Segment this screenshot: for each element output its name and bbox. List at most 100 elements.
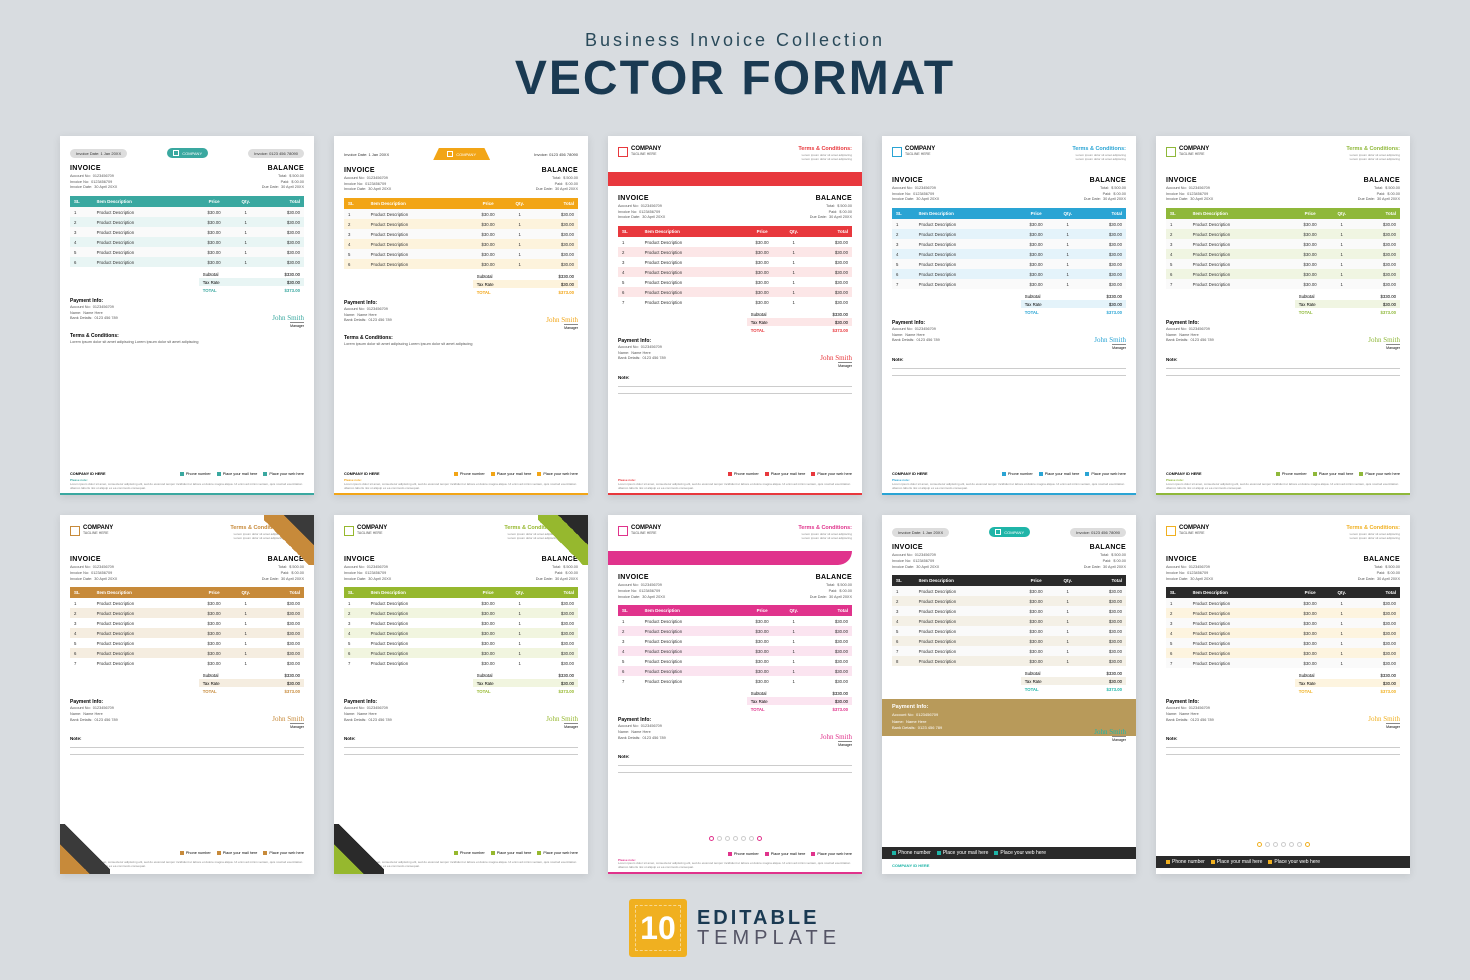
table-header: SLItem DescriptionPriceQty.Total bbox=[1166, 208, 1400, 219]
invoice-info: INVOICE Account No: 0123456709Invoice No… bbox=[892, 177, 939, 203]
balance-info: BALANCE Total: $ 500.00Paid: $ 00.00Due … bbox=[262, 165, 304, 191]
invoice-info: INVOICE Account No: 0123456709Invoice No… bbox=[892, 544, 939, 570]
invoice-card-c5: COMPANYTAGLINE HERE Terms & Conditions:L… bbox=[1156, 136, 1410, 495]
table-row: 3Product Description$30.001$30.00 bbox=[1166, 618, 1400, 628]
table-header: SLItem DescriptionPriceQty.Total bbox=[344, 587, 578, 598]
table-row: 1Product Description$30.001$30.00 bbox=[70, 207, 304, 217]
footer-chips: COMPANY ID HERE Phone number Place your … bbox=[344, 472, 578, 476]
balance-info: BALANCE Total: $ 500.00Paid: $ 00.00Due … bbox=[536, 167, 578, 193]
notes: Note: bbox=[618, 375, 852, 394]
balance-info: BALANCE Total: $ 500.00Paid: $ 00.00Due … bbox=[1084, 544, 1126, 570]
table-row: 2Product Description$30.001$30.00 bbox=[70, 217, 304, 227]
signature: John Smith Manager bbox=[618, 354, 852, 369]
footer-chips: Phone number Place your mail here Place … bbox=[618, 472, 852, 476]
table-row: 8Product Description$30.001$30.00 bbox=[892, 656, 1126, 666]
table-row: 6Product Description$30.001$30.00 bbox=[1166, 269, 1400, 279]
invoice-card-c2: Invoice Date: 1 Jan 20XX COMPANY Invoice… bbox=[334, 136, 588, 495]
table-header: SLItem DescriptionPriceQty.Total bbox=[344, 198, 578, 209]
terms-bottom: Terms & Conditions:Lorem ipsum dolor sit… bbox=[344, 335, 578, 348]
table-row: 2Product Description$30.001$30.00 bbox=[618, 247, 852, 257]
totals: Subtotal$330.00 Tax Rate$30.00 TOTAL$373… bbox=[1295, 292, 1400, 316]
table-row: 4Product Description$30.001$30.00 bbox=[344, 628, 578, 638]
table-row: 5Product Description$30.001$30.00 bbox=[892, 259, 1126, 269]
table-row: 7Product Description$30.001$30.00 bbox=[70, 658, 304, 668]
table-row: 4Product Description$30.001$30.00 bbox=[618, 267, 852, 277]
table-row: 6Product Description$30.001$30.00 bbox=[618, 287, 852, 297]
table-row: 3Product Description$30.001$30.00 bbox=[70, 227, 304, 237]
template-grid: Invoice Date: 1 Jan 20XX COMPANY Invoice… bbox=[0, 136, 1470, 874]
table-row: 6Product Description$30.001$30.00 bbox=[70, 648, 304, 658]
table-row: 5Product Description$30.001$30.00 bbox=[344, 638, 578, 648]
footer-chips: COMPANY ID HERE Phone number Place your … bbox=[70, 472, 304, 476]
table-header: SLItem DescriptionPriceQty.Total bbox=[1166, 587, 1400, 598]
logo: COMPANYTAGLINE HERE bbox=[892, 146, 935, 157]
table-row: 1Product Description$30.001$30.00 bbox=[344, 209, 578, 219]
table-row: 7Product Description$30.001$30.00 bbox=[1166, 279, 1400, 289]
footer-bar: Phone number Place your mail here Place … bbox=[1156, 856, 1410, 868]
table-row: 4Product Description$30.001$30.00 bbox=[1166, 628, 1400, 638]
table-row: 2Product Description$30.001$30.00 bbox=[618, 626, 852, 636]
table-row: 6Product Description$30.001$30.00 bbox=[344, 648, 578, 658]
table-row: 3Product Description$30.001$30.00 bbox=[1166, 239, 1400, 249]
page-header: Business Invoice Collection VECTOR FORMA… bbox=[0, 30, 1470, 106]
badge-line2: TEMPLATE bbox=[697, 928, 841, 948]
table-row: 5Product Description$30.001$30.00 bbox=[618, 656, 852, 666]
info-row: INVOICE Account No: 0123456709Invoice No… bbox=[70, 165, 304, 191]
notes: Note: bbox=[344, 736, 578, 755]
balance-info: BALANCE Total: $ 500.00Paid: $ 00.00Due … bbox=[1358, 556, 1400, 582]
totals: Subtotal$330.00 Tax Rate$30.00 TOTAL$373… bbox=[1295, 671, 1400, 695]
footer-lorem: Please note:Lorem ipsum dolor sit amet, … bbox=[618, 859, 852, 870]
totals: Subtotal$330.00 Tax Rate$30.00 TOTAL$373… bbox=[747, 689, 852, 713]
invoice-info: INVOICE Account No: 0123456709Invoice No… bbox=[344, 167, 391, 193]
invoice-card-c4: COMPANYTAGLINE HERE Terms & Conditions:L… bbox=[882, 136, 1136, 495]
table-row: 7Product Description$30.001$30.00 bbox=[892, 646, 1126, 656]
table-row: 7Product Description$30.001$30.00 bbox=[344, 658, 578, 668]
footer-lorem: Please note:Lorem ipsum dolor sit amet, … bbox=[344, 479, 578, 490]
terms-header: Terms & Conditions:Lorem ipsum dolor sit… bbox=[1346, 146, 1400, 162]
info-row: INVOICE Account No: 0123456709Invoice No… bbox=[892, 544, 1126, 570]
table-row: 3Product Description$30.001$30.00 bbox=[892, 239, 1126, 249]
totals: Subtotal$330.00 Tax Rate$30.00 TOTAL$373… bbox=[199, 671, 304, 695]
table-row: 6Product Description$30.001$30.00 bbox=[70, 257, 304, 267]
deco-circles bbox=[618, 836, 852, 841]
invoice-card-c7: COMPANYTAGLINE HERE Terms & Conditions:L… bbox=[334, 515, 588, 874]
table-row: 5Product Description$30.001$30.00 bbox=[1166, 259, 1400, 269]
balance-info: BALANCE Total: $ 500.00Paid: $ 00.00Due … bbox=[1084, 177, 1126, 203]
table-header: SLItem DescriptionPriceQty.Total bbox=[892, 575, 1126, 586]
footer-lorem: Please note:Lorem ipsum dolor sit amet, … bbox=[892, 479, 1126, 490]
deco-circles bbox=[1166, 842, 1400, 847]
footer-chips: COMPANY ID HERE Phone number Place your … bbox=[1166, 472, 1400, 476]
table-header: SLItem DescriptionPriceQty.Total bbox=[70, 196, 304, 207]
signature: John Smith Manager bbox=[1166, 336, 1400, 351]
table-row: 1Product Description$30.001$30.00 bbox=[892, 219, 1126, 229]
footer-lorem: Please note:Lorem ipsum dolor sit amet, … bbox=[618, 479, 852, 490]
table-row: 4Product Description$30.001$30.00 bbox=[70, 628, 304, 638]
info-row: INVOICE Account No: 0123456709Invoice No… bbox=[892, 177, 1126, 203]
logo: COMPANYTAGLINE HERE bbox=[344, 525, 387, 536]
footer-chips: Phone number Place your mail here Place … bbox=[618, 852, 852, 856]
table-row: 7Product Description$30.001$30.00 bbox=[1166, 658, 1400, 668]
table-row: 6Product Description$30.001$30.00 bbox=[618, 666, 852, 676]
table-row: 6Product Description$30.001$30.00 bbox=[1166, 648, 1400, 658]
footer-chips: COMPANY ID HERE Phone number Place your … bbox=[892, 472, 1126, 476]
ribbon: Invoice Date: 1 Jan 20XX COMPANY Invoice… bbox=[70, 146, 304, 160]
invoice-card-c1: Invoice Date: 1 Jan 20XX COMPANY Invoice… bbox=[60, 136, 314, 495]
invoice-card-c8: COMPANYTAGLINE HERE Terms & Conditions:L… bbox=[608, 515, 862, 874]
table-row: 1Product Description$30.001$30.00 bbox=[344, 598, 578, 608]
info-row: INVOICE Account No: 0123456709Invoice No… bbox=[618, 574, 852, 600]
table-row: 3Product Description$30.001$30.00 bbox=[70, 618, 304, 628]
invoice-info: INVOICE Account No: 0123456709Invoice No… bbox=[70, 556, 117, 582]
notes: Note: bbox=[1166, 736, 1400, 755]
table-row: 1Product Description$30.001$30.00 bbox=[70, 598, 304, 608]
table-row: 1Product Description$30.001$30.00 bbox=[1166, 598, 1400, 608]
table-row: 6Product Description$30.001$30.00 bbox=[892, 269, 1126, 279]
terms-header: Terms & Conditions:Lorem ipsum dolor sit… bbox=[1072, 146, 1126, 162]
table-row: 5Product Description$30.001$30.00 bbox=[70, 638, 304, 648]
table-row: 2Product Description$30.001$30.00 bbox=[344, 219, 578, 229]
table-row: 1Product Description$30.001$30.00 bbox=[618, 616, 852, 626]
signature: John Smith Manager bbox=[70, 314, 304, 329]
table-row: 3Product Description$30.001$30.00 bbox=[344, 618, 578, 628]
terms-bottom: Terms & Conditions:Lorem ipsum dolor sit… bbox=[70, 333, 304, 346]
totals: Subtotal$330.00 Tax Rate$30.00 TOTAL$373… bbox=[1021, 292, 1126, 316]
balance-info: BALANCE Total: $ 500.00Paid: $ 00.00Due … bbox=[810, 195, 852, 221]
